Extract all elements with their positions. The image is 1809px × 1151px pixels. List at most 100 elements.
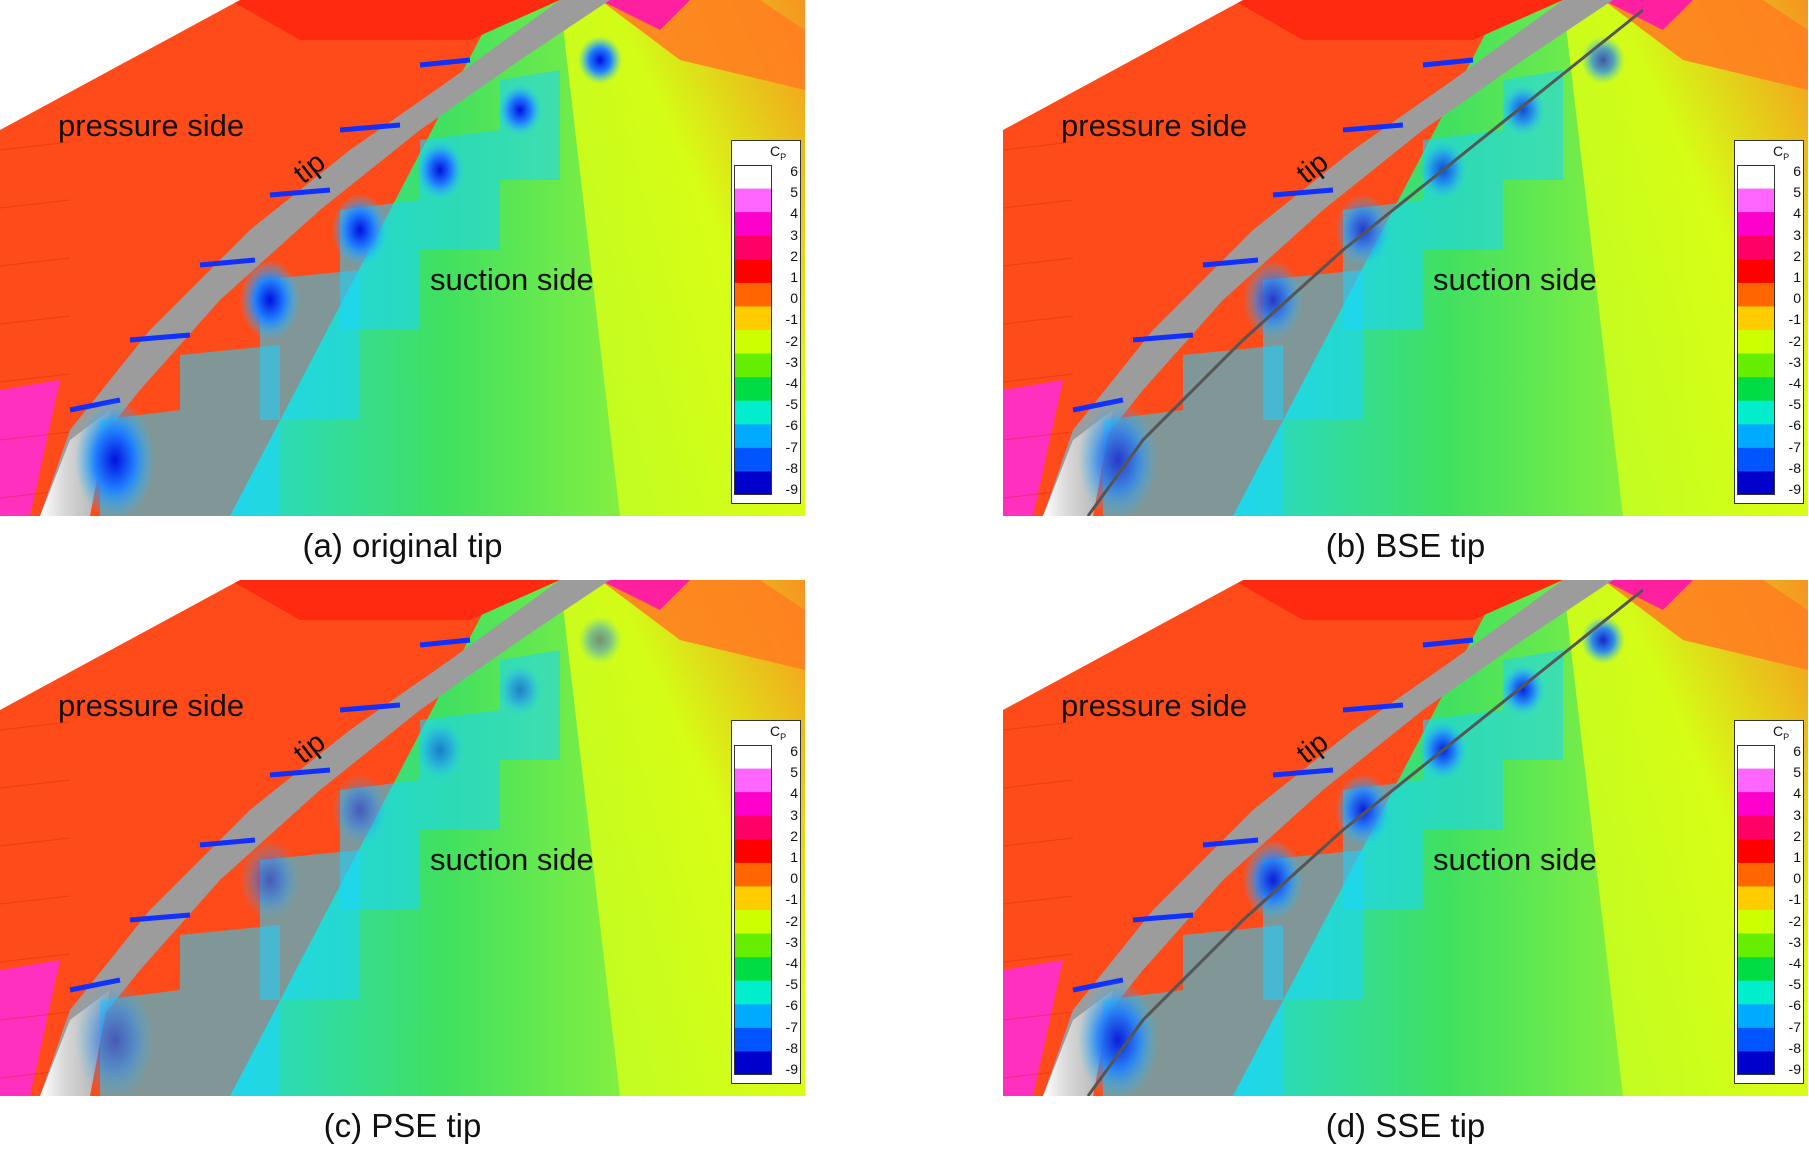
tip-vortex (498, 84, 542, 136)
pressure-top-band (1233, 0, 1563, 40)
layer-edge (1003, 141, 1074, 151)
colorbar-tick-label: 2 (1793, 247, 1801, 264)
colorbar-tick-label: -7 (785, 1018, 798, 1035)
colorbar-band (1737, 1027, 1775, 1053)
tip-gap-flow (1202, 837, 1259, 848)
colorbar-gradient (734, 745, 772, 1075)
colorbar-band (734, 259, 772, 284)
pressure-side-label: pressure side (58, 688, 245, 723)
colorbar-band (1737, 188, 1775, 213)
colorbar-tick-label: -6 (1788, 417, 1801, 434)
tip-gap-flow (419, 637, 471, 648)
colorbar-tick-label: -8 (785, 1039, 798, 1056)
colorbar-frame (1737, 745, 1775, 1075)
colorbar-band (1737, 933, 1775, 958)
colorbar-tick-label: -1 (1788, 311, 1801, 328)
colorbar-title: CP (770, 143, 787, 162)
layer-edge (0, 315, 71, 325)
colorbar-band (1737, 353, 1775, 378)
colorbar-tick-label: -8 (785, 459, 798, 476)
cp-colorbar: CP 6 5 4 3 2 1 0 -1 -2 -3 -4 -5 -6 -7 -8 -9 (731, 140, 801, 504)
colorbar-tick-label: -4 (1788, 375, 1801, 391)
colorbar-band (1737, 910, 1775, 935)
colorbar-band (734, 839, 772, 864)
colorbar-tick-label: -2 (785, 912, 798, 929)
colorbar-band (734, 768, 772, 793)
colorbar-band (1737, 1004, 1775, 1029)
colorbar-band (734, 282, 772, 308)
tip-gap-flow (199, 837, 256, 848)
caption-b: (b) BSE tip (1325, 527, 1486, 564)
panel-b: pressure side tip suction side CP 6 5 4 3 2 1 0… (1003, 0, 1808, 516)
tip-vortex (1243, 840, 1303, 920)
suction-side-label: suction side (1433, 842, 1597, 877)
layer-edge (0, 141, 71, 151)
colorbar-tick-label: -9 (785, 481, 798, 497)
tip-gap-flow (1422, 637, 1474, 648)
colorbar-band (1737, 957, 1775, 982)
background (1003, 580, 1243, 710)
colorbar-tick-label: 2 (790, 247, 798, 264)
layer-edge (1003, 373, 1074, 383)
cp-field-d (1003, 580, 1808, 1096)
layer-edge (0, 1011, 71, 1021)
cp-field-a (0, 0, 805, 516)
layer-edge (0, 373, 71, 383)
colorbar-band (734, 886, 772, 911)
colorbar-frame (734, 745, 772, 1075)
colorbar-band (734, 235, 772, 260)
cp-field-c (0, 580, 805, 1096)
colorbar-tick-label: 0 (1793, 870, 1801, 887)
colorbar-tick-label: -7 (1788, 1018, 1801, 1035)
suction-layer (180, 345, 280, 516)
colorbar-tick-label: 1 (790, 269, 798, 285)
colorbar-band (734, 933, 772, 958)
tip-vortex (240, 260, 300, 340)
colorbar-band (734, 1027, 772, 1053)
colorbar-band (1737, 768, 1775, 793)
colorbar-tick-label: -9 (1788, 481, 1801, 497)
colorbar-tick-label: 4 (790, 205, 798, 222)
colorbar-ticks: 6 5 4 3 2 1 0 -1 -2 -3 -4 -5 -6 -7 -8 -9 (776, 744, 800, 1076)
colorbar-tick-label: 0 (790, 290, 798, 307)
panel-d: pressure side tip suction side CP 6 5 4 3 2 1 0… (1003, 580, 1808, 1096)
tip-gap-flow (269, 767, 331, 778)
colorbar-tick-label: 6 (1793, 743, 1801, 759)
colorbar-gradient (1737, 165, 1775, 495)
tip-gap-flow (1132, 912, 1194, 923)
colorbar-tick-label: 3 (790, 806, 798, 823)
colorbar-tick-label: 3 (1793, 226, 1801, 243)
background (0, 580, 240, 710)
layer-edge (1003, 431, 1074, 441)
hub-high-pressure (1003, 960, 1063, 1096)
tip-gap-flow (129, 332, 191, 343)
colorbar-tick-label: 1 (790, 849, 798, 865)
pressure-top-band (230, 0, 560, 40)
colorbar-tick-label: 5 (790, 764, 798, 781)
hub-high-pressure (0, 380, 60, 516)
colorbar-tick-label: -5 (785, 396, 798, 413)
squealer-extension-edge (1086, 588, 1644, 1096)
colorbar-band (1737, 1051, 1775, 1075)
colorbar-band (1737, 377, 1775, 402)
colorbar-band (734, 377, 772, 402)
colorbar-band (1737, 306, 1775, 331)
layer-edge (0, 779, 71, 789)
cp-colorbar: CP 6 5 4 3 2 1 0 -1 -2 -3 -4 -5 -6 -7 -8 -9 (731, 720, 801, 1084)
caption-d: (d) SSE tip (1325, 1107, 1486, 1144)
colorbar-ticks: 6 5 4 3 2 1 0 -1 -2 -3 -4 -5 -6 -7 -8 -9 (1779, 743, 1803, 1076)
hub-high-pressure (0, 960, 60, 1096)
tip-gap-flow (339, 702, 401, 713)
colorbar-tick-label: -5 (785, 976, 798, 993)
colorbar-band (734, 471, 772, 495)
hub-high-pressure (1003, 380, 1063, 516)
colorbar-tick-label: 1 (1793, 849, 1801, 865)
colorbar-tick-label: 6 (1793, 163, 1801, 179)
colorbar-tick-label: 4 (1793, 785, 1801, 802)
colorbar-tick-label: -5 (1788, 396, 1801, 413)
colorbar-title: CP (770, 723, 787, 742)
suction-layer (1183, 925, 1283, 1096)
colorbar-band (1737, 400, 1775, 425)
colorbar-tick-label: 0 (1793, 290, 1801, 307)
colorbar-band (1737, 212, 1775, 237)
